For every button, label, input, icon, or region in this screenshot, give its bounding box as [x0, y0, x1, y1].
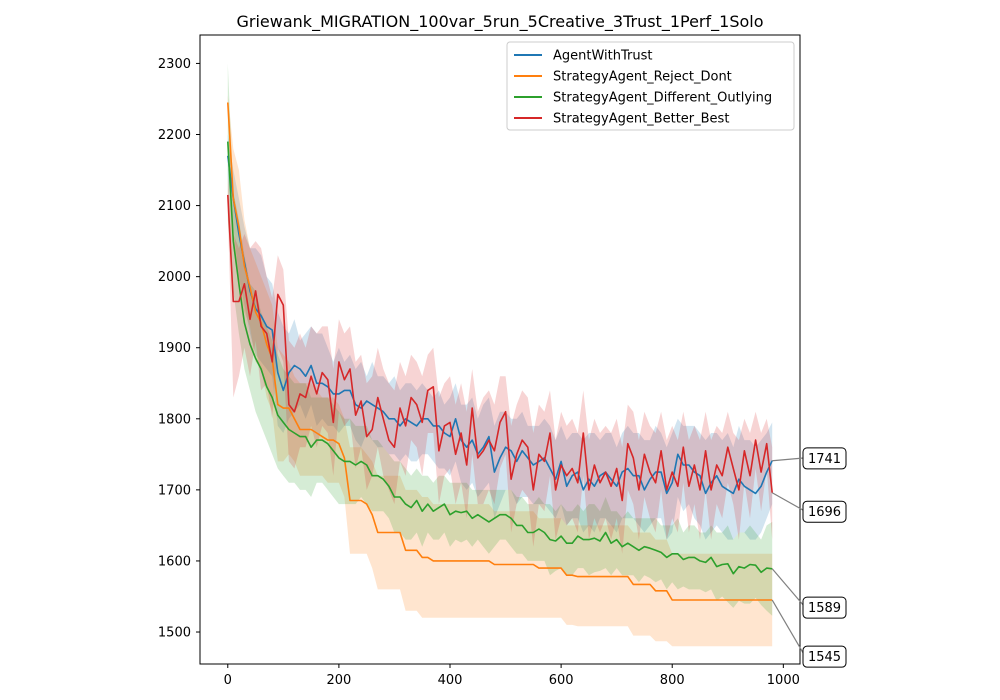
callout-leader [771, 492, 806, 512]
band-0 [227, 134, 773, 540]
y-tick-label: 1900 [158, 341, 191, 356]
callout-leader [771, 599, 806, 657]
legend-label: StrategyAgent_Different_Outlying [553, 91, 772, 106]
y-tick-label: 1500 [158, 626, 191, 641]
y-axis: 1500 1600 1700 1800 1900 2000 2100 2200 2300 [158, 57, 200, 641]
x-tick-label: 1000 [767, 673, 800, 688]
x-tick-label: 200 [326, 673, 351, 688]
chart-title: Griewank_MIGRATION_100var_5run_5Creative… [237, 12, 764, 32]
y-tick-label: 2000 [158, 270, 191, 285]
legend-label: AgentWithTrust [553, 49, 652, 64]
legend-label: StrategyAgent_Reject_Dont [553, 70, 732, 85]
x-tick-label: 600 [549, 673, 574, 688]
y-tick-label: 1600 [158, 554, 191, 569]
legend: AgentWithTrust StrategyAgent_Reject_Dont S… [506, 41, 795, 131]
callout-label: 1589 [808, 601, 841, 616]
callout-box [802, 645, 847, 668]
series-line-2 [227, 141, 773, 575]
band-2 [227, 63, 773, 616]
y-tick-label: 2200 [158, 128, 191, 143]
x-tick-label: 400 [438, 673, 463, 688]
legend-label: StrategyAgent_Better_Best [553, 112, 729, 127]
x-tick-label: 0 [224, 673, 232, 688]
y-tick-label: 1800 [158, 412, 191, 427]
plot-frame [199, 34, 801, 665]
series-line-3 [227, 194, 773, 502]
legend-box [506, 41, 795, 131]
x-axis: 0 200 400 600 800 1000 [224, 664, 800, 688]
y-tick-label: 2300 [158, 57, 191, 72]
callout-leader [771, 568, 806, 608]
y-tick-label: 1700 [158, 483, 191, 498]
callout-label: 1741 [808, 452, 841, 467]
x-tick-label: 800 [660, 673, 685, 688]
callout-box [802, 596, 847, 619]
confidence-bands [227, 63, 773, 647]
band-1 [227, 95, 773, 647]
callout-leader [772, 457, 806, 462]
callout-box [802, 447, 847, 470]
callout-label: 1545 [808, 650, 841, 665]
y-tick-label: 2100 [158, 199, 191, 214]
band-3 [227, 177, 773, 554]
callout-label: 1696 [808, 505, 841, 520]
series-lines [227, 102, 773, 601]
series-line-1 [227, 102, 773, 601]
callout-box [802, 500, 847, 523]
final-value-callouts: 1741 1696 1589 1545 [771, 447, 847, 668]
